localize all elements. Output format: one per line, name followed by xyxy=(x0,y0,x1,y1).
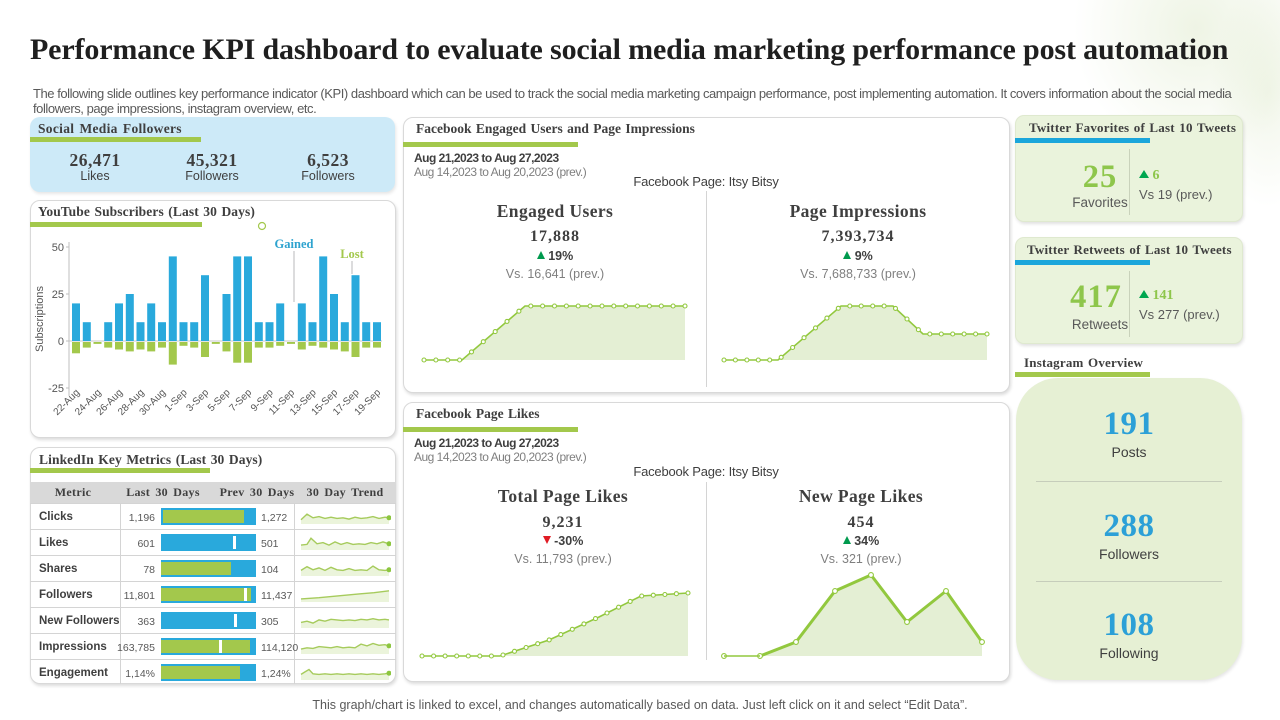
svg-text:5-Sep: 5-Sep xyxy=(206,387,233,414)
svg-text:7-Sep: 7-Sep xyxy=(227,387,254,414)
svg-text:0: 0 xyxy=(58,336,64,348)
svg-text:Gained: Gained xyxy=(275,237,314,251)
svg-text:50: 50 xyxy=(52,242,64,254)
svg-text:1-Sep: 1-Sep xyxy=(163,387,190,414)
svg-text:Subscriptions: Subscriptions xyxy=(34,285,46,352)
svg-text:Lost: Lost xyxy=(340,247,364,261)
svg-text:-25: -25 xyxy=(48,383,64,395)
svg-text:3-Sep: 3-Sep xyxy=(184,387,211,414)
svg-text:25: 25 xyxy=(52,289,64,301)
